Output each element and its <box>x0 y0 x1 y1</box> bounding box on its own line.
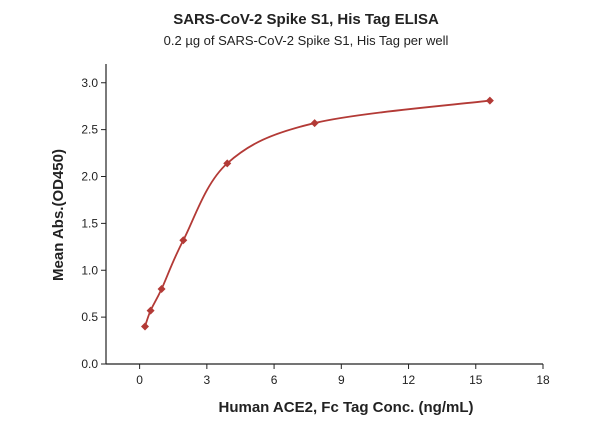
axes <box>105 64 543 365</box>
y-tick-label: 1.5 <box>81 216 98 230</box>
y-axis-label: Mean Abs.(OD450) <box>50 149 67 281</box>
x-tick-label: 0 <box>136 373 143 387</box>
y-tick-label: 3.0 <box>81 76 98 90</box>
data-points <box>140 96 494 331</box>
y-tick-label: 1.0 <box>81 263 98 277</box>
x-tick-label: 12 <box>402 373 416 387</box>
ticks: 0 3 6 9 12 15 18 0.0 0.5 1.0 1.5 2.0 2.5 3.0 <box>81 76 550 387</box>
x-tick-label: 6 <box>271 373 278 387</box>
x-tick-label: 3 <box>204 373 211 387</box>
chart-subtitle: 0.2 µg of SARS-CoV-2 Spike S1, His Tag p… <box>164 33 449 48</box>
data-point <box>223 159 232 168</box>
x-axis-label: Human ACE2, Fc Tag Conc. (ng/mL) <box>218 399 473 416</box>
data-point <box>140 322 149 331</box>
data-point <box>146 306 155 315</box>
x-tick-label: 9 <box>338 373 345 387</box>
fit-curve-layer <box>144 99 491 327</box>
data-point <box>179 236 188 245</box>
y-tick-label: 2.0 <box>81 170 98 184</box>
data-point <box>485 96 494 105</box>
y-tick-label: 0.0 <box>81 357 98 371</box>
x-tick-label: 15 <box>469 373 483 387</box>
fit-curve <box>144 99 491 327</box>
y-tick-label: 0.5 <box>81 310 98 324</box>
y-tick-label: 2.5 <box>81 123 98 137</box>
x-tick-label: 18 <box>536 373 550 387</box>
data-point <box>157 285 166 293</box>
data-point <box>310 119 319 128</box>
chart-title: SARS-CoV-2 Spike S1, His Tag ELISA <box>173 11 439 28</box>
